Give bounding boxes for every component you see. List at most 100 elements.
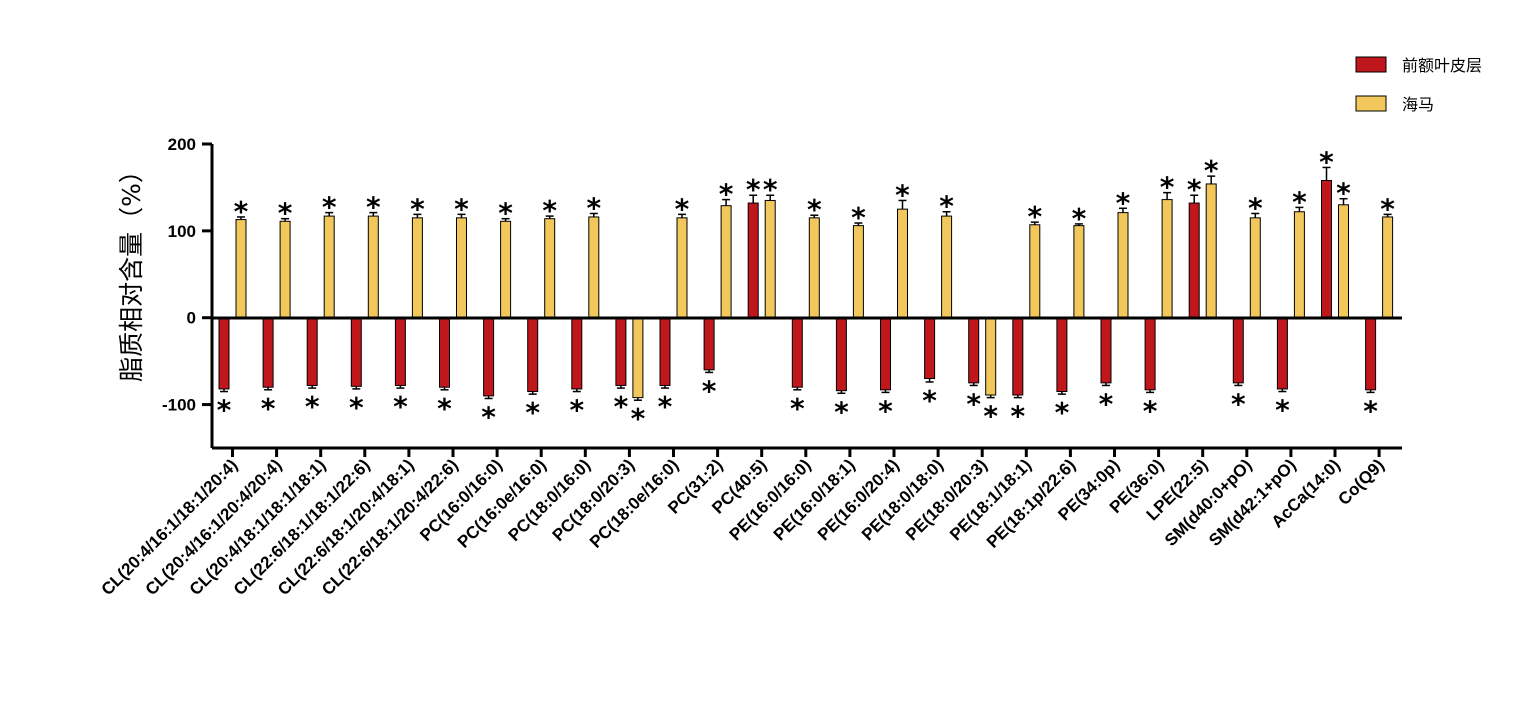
significance-star: * (234, 195, 249, 228)
significance-star: * (631, 402, 646, 435)
significance-star: * (1380, 192, 1395, 225)
bar-pfc (1276, 317, 1288, 390)
bar-pfc (880, 317, 891, 391)
significance-star: * (393, 390, 408, 423)
significance-star: * (217, 394, 232, 427)
bar-hippocampus (1382, 216, 1394, 319)
significance-star: * (658, 390, 673, 423)
bar-pfc (703, 317, 715, 371)
bar-hippocampus (808, 217, 820, 319)
bar-hippocampus (1117, 212, 1129, 319)
significance-star: * (1336, 177, 1351, 210)
y-tick-label: 100 (168, 222, 196, 241)
bar-hippocampus (985, 317, 997, 396)
significance-star: * (1319, 145, 1334, 178)
significance-star: * (410, 192, 425, 225)
bar-pfc (394, 317, 406, 386)
bar-pfc (571, 317, 583, 390)
legend-label-hippocampus: 海马 (1402, 95, 1434, 114)
bar-hippocampus (456, 217, 467, 319)
bar-pfc (218, 317, 230, 390)
significance-star: * (763, 173, 778, 206)
bar-pfc (1188, 202, 1200, 319)
bar-hippocampus (941, 215, 953, 319)
bar-hippocampus (852, 225, 864, 319)
bar-pfc (1012, 317, 1024, 396)
significance-star: * (1292, 185, 1307, 218)
bar-hippocampus (500, 220, 512, 319)
significance-star: * (1363, 394, 1378, 427)
significance-star: * (939, 190, 954, 223)
significance-star: * (586, 191, 601, 224)
bar-pfc (262, 317, 274, 388)
significance-star: * (569, 394, 584, 427)
legend-swatch-pfc (1355, 56, 1387, 73)
bar-pfc (615, 317, 627, 386)
significance-star: * (746, 173, 761, 206)
significance-star: * (790, 392, 805, 425)
bar-hippocampus (588, 216, 600, 319)
bar-pfc (439, 317, 450, 388)
bar-hippocampus (1293, 211, 1305, 319)
bar-pfc (1365, 317, 1377, 391)
y-tick-label: 200 (168, 135, 196, 154)
bar-pfc (968, 317, 980, 384)
significance-star: * (675, 192, 690, 225)
significance-star: * (1204, 154, 1219, 187)
bar-hippocampus (897, 208, 908, 319)
y-axis-label: 脂质相对含量（%） (117, 158, 146, 382)
significance-star: * (702, 374, 717, 407)
bar-hippocampus (676, 217, 688, 319)
significance-star: * (614, 390, 629, 423)
bar-pfc (1056, 317, 1068, 393)
significance-star: * (922, 384, 937, 417)
significance-star: * (719, 178, 734, 211)
significance-star: * (1010, 400, 1025, 433)
bar-pfc (1144, 317, 1156, 391)
bars (218, 166, 1394, 401)
bar-hippocampus (235, 219, 247, 319)
bar-hippocampus (764, 199, 776, 319)
significance-star: * (966, 387, 981, 420)
significance-star: * (437, 392, 452, 425)
significance-star: * (481, 400, 496, 433)
bar-pfc (659, 317, 671, 386)
significance-star: * (1072, 202, 1087, 235)
legend: 前额叶皮层 海马 (1355, 56, 1482, 114)
significance-star: * (1143, 394, 1158, 427)
significance-star: * (1275, 394, 1290, 427)
significance-star: * (807, 193, 822, 226)
y-tick-label: -100 (162, 396, 196, 415)
significance-star: * (278, 197, 293, 230)
significance-star: * (895, 178, 910, 211)
significance-star: * (1116, 186, 1131, 219)
significance-star: * (1187, 173, 1202, 206)
bar-pfc (747, 202, 759, 319)
significance-star: * (525, 396, 540, 429)
x-axis-labels: CL(20:4/16:1/18:1/20:4)CL(20:4/16:1/20:4… (98, 448, 1388, 599)
significance-star: * (878, 394, 893, 427)
bar-hippocampus (1161, 199, 1173, 319)
significance-markers: ******************* * **** * ********** * ****… (217, 145, 1396, 435)
significance-star: * (322, 191, 337, 224)
bar-hippocampus (1338, 204, 1349, 319)
significance-star: * (349, 391, 364, 424)
significance-star: * (834, 395, 849, 428)
bar-hippocampus (1073, 225, 1085, 319)
bar-hippocampus (279, 220, 291, 319)
bar-pfc (1232, 317, 1244, 384)
bar-pfc (791, 317, 803, 388)
bar-hippocampus (632, 317, 644, 399)
significance-star: * (366, 191, 381, 224)
bar-pfc (1100, 317, 1112, 384)
y-tick-label: 0 (187, 309, 196, 328)
significance-star: * (261, 392, 276, 425)
significance-star: * (851, 201, 866, 234)
significance-star: * (983, 400, 998, 433)
significance-star: * (1099, 387, 1114, 420)
bar-hippocampus (1249, 217, 1261, 319)
bar-pfc (483, 317, 495, 397)
significance-star: * (498, 197, 513, 230)
significance-star: * (542, 194, 557, 227)
significance-star: * (1231, 387, 1246, 420)
